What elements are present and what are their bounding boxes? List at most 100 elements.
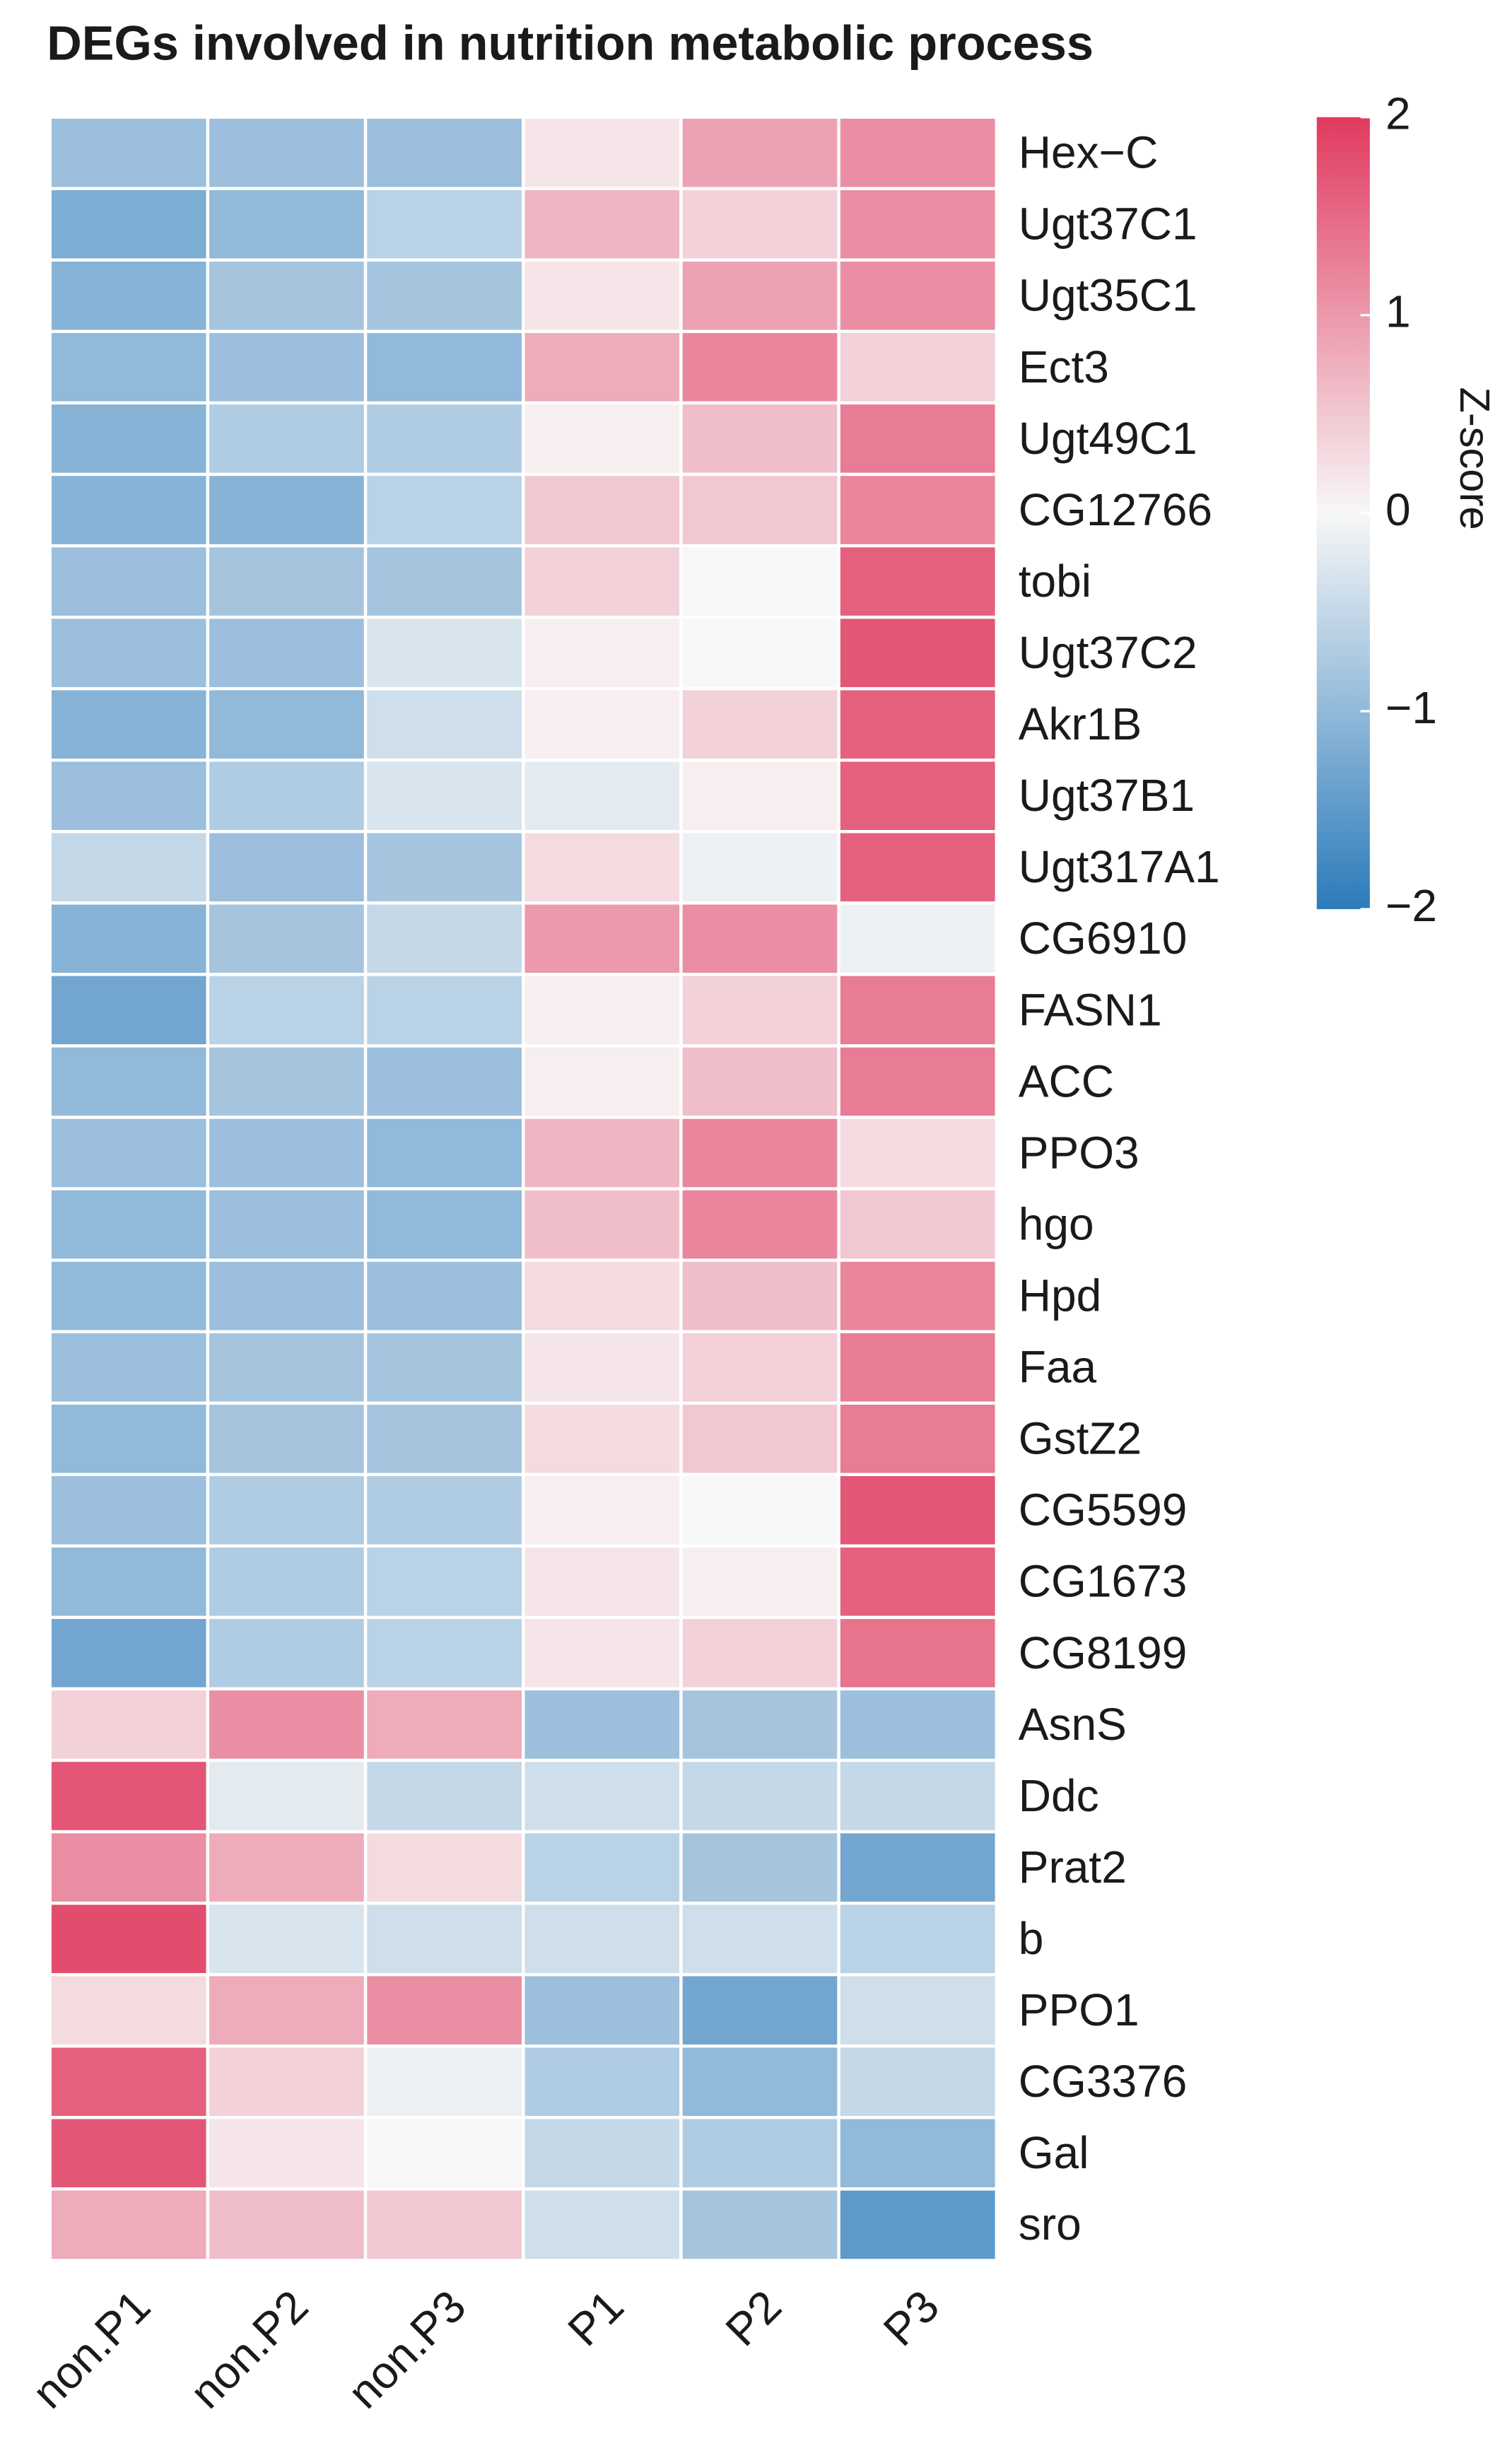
heatmap-cell <box>48 2045 210 2119</box>
heatmap-cell <box>48 686 210 762</box>
row-label: Ugt37C1 <box>1019 199 1197 250</box>
heatmap-cell <box>679 1544 840 1620</box>
column-label: non.P2 <box>180 2281 318 2418</box>
heatmap-cell <box>837 1758 999 1834</box>
heatmap-cell <box>48 1187 210 1262</box>
heatmap-cell <box>522 830 683 905</box>
row-label: sro <box>1019 2199 1082 2250</box>
heatmap-cell <box>522 1473 683 1548</box>
row-label: tobi <box>1019 556 1091 607</box>
heatmap-cell <box>837 1116 999 1191</box>
heatmap-cell <box>206 258 368 334</box>
heatmap-cell <box>48 544 210 619</box>
heatmap-cell <box>679 472 840 548</box>
heatmap-cell <box>206 1615 368 1691</box>
heatmap-cell <box>48 901 210 976</box>
heatmap-cell <box>522 615 683 691</box>
colorbar-tick-label: 1 <box>1385 286 1411 337</box>
heatmap-cell <box>363 1258 525 1333</box>
heatmap-cell <box>837 115 999 190</box>
heatmap-cell <box>837 615 999 691</box>
heatmap-cell <box>48 472 210 548</box>
heatmap-cell <box>679 615 840 691</box>
heatmap-cell <box>837 830 999 905</box>
heatmap-cell <box>522 2116 683 2191</box>
heatmap-cell <box>522 401 683 476</box>
heatmap-cell <box>363 830 525 905</box>
heatmap-cell <box>363 1544 525 1620</box>
heatmap-cell <box>48 615 210 691</box>
heatmap-cell <box>363 329 525 405</box>
heatmap-cell <box>679 329 840 405</box>
row-label: CG12766 <box>1019 484 1212 535</box>
heatmap-cell <box>522 329 683 405</box>
heatmap-cell <box>837 2187 999 2262</box>
row-label: hgo <box>1019 1198 1094 1249</box>
row-label: Ugt35C1 <box>1019 270 1197 321</box>
heatmap-cell <box>363 901 525 976</box>
row-label: FASN1 <box>1019 984 1162 1035</box>
heatmap-cell <box>679 686 840 762</box>
heatmap-cell <box>837 1972 999 2048</box>
heatmap-cell <box>48 258 210 334</box>
column-label: non.P3 <box>338 2281 476 2418</box>
heatmap-cell <box>522 1615 683 1691</box>
heatmap-cell <box>48 1972 210 2048</box>
heatmap-cell <box>363 1473 525 1548</box>
heatmap-cell <box>522 901 683 976</box>
heatmap-cell <box>522 115 683 190</box>
heatmap-cell <box>363 2116 525 2191</box>
heatmap-cell <box>206 973 368 1048</box>
heatmap-cell <box>522 1972 683 2048</box>
heatmap-cell <box>837 1044 999 1119</box>
heatmap-cell <box>206 329 368 405</box>
heatmap-cell <box>363 1615 525 1691</box>
row-label: Hex−C <box>1019 127 1159 178</box>
heatmap-cell <box>206 830 368 905</box>
heatmap-cell <box>363 1687 525 1762</box>
heatmap-cell <box>522 1044 683 1119</box>
heatmap-cell <box>363 686 525 762</box>
heatmap-cell <box>679 1187 840 1262</box>
heatmap-cell <box>48 115 210 190</box>
heatmap-cell <box>679 973 840 1048</box>
colorbar-title: Z-score <box>1451 387 1499 530</box>
row-label: ACC <box>1019 1055 1114 1106</box>
heatmap-cell <box>679 1758 840 1834</box>
heatmap-cell <box>837 973 999 1048</box>
row-label: Ugt37C2 <box>1019 627 1197 678</box>
heatmap-cell <box>363 1758 525 1834</box>
heatmap-cell <box>837 1830 999 1905</box>
heatmap-cell <box>837 258 999 334</box>
heatmap-cell <box>206 1758 368 1834</box>
heatmap-cell <box>522 759 683 833</box>
heatmap-cell <box>363 472 525 548</box>
heatmap-cell <box>679 1330 840 1405</box>
heatmap-cell <box>48 329 210 405</box>
heatmap-cell <box>206 401 368 476</box>
heatmap-cell <box>206 1687 368 1762</box>
heatmap-cell <box>522 973 683 1048</box>
heatmap-cell <box>48 401 210 476</box>
column-label: P1 <box>558 2281 633 2356</box>
heatmap-cell <box>837 544 999 619</box>
row-label: Prat2 <box>1019 1842 1127 1893</box>
heatmap-cell <box>206 2116 368 2191</box>
heatmap-cell <box>363 1116 525 1191</box>
column-label: P3 <box>874 2281 949 2356</box>
heatmap-cell <box>837 1473 999 1548</box>
row-label: Gal <box>1019 2127 1089 2178</box>
heatmap-cell <box>206 1830 368 1905</box>
heatmap-cell <box>837 1687 999 1762</box>
heatmap-cell <box>363 615 525 691</box>
row-label: CG6910 <box>1019 913 1188 964</box>
heatmap-cell <box>206 759 368 833</box>
colorbar-tick-label: 2 <box>1385 88 1411 139</box>
heatmap-cell <box>522 187 683 262</box>
heatmap-cell <box>522 472 683 548</box>
heatmap-cell <box>363 759 525 833</box>
heatmap-cell <box>48 2116 210 2191</box>
heatmap-cell <box>522 544 683 619</box>
heatmap-cell <box>206 1901 368 1977</box>
